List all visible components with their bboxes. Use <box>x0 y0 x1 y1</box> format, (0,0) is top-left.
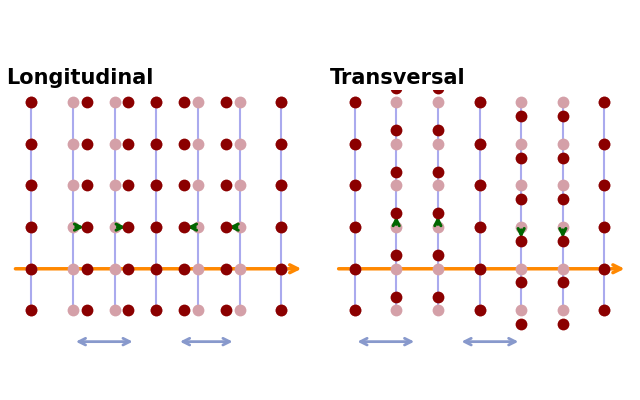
Text: Transversal: Transversal <box>330 68 465 88</box>
Text: Longitudinal: Longitudinal <box>6 68 154 88</box>
